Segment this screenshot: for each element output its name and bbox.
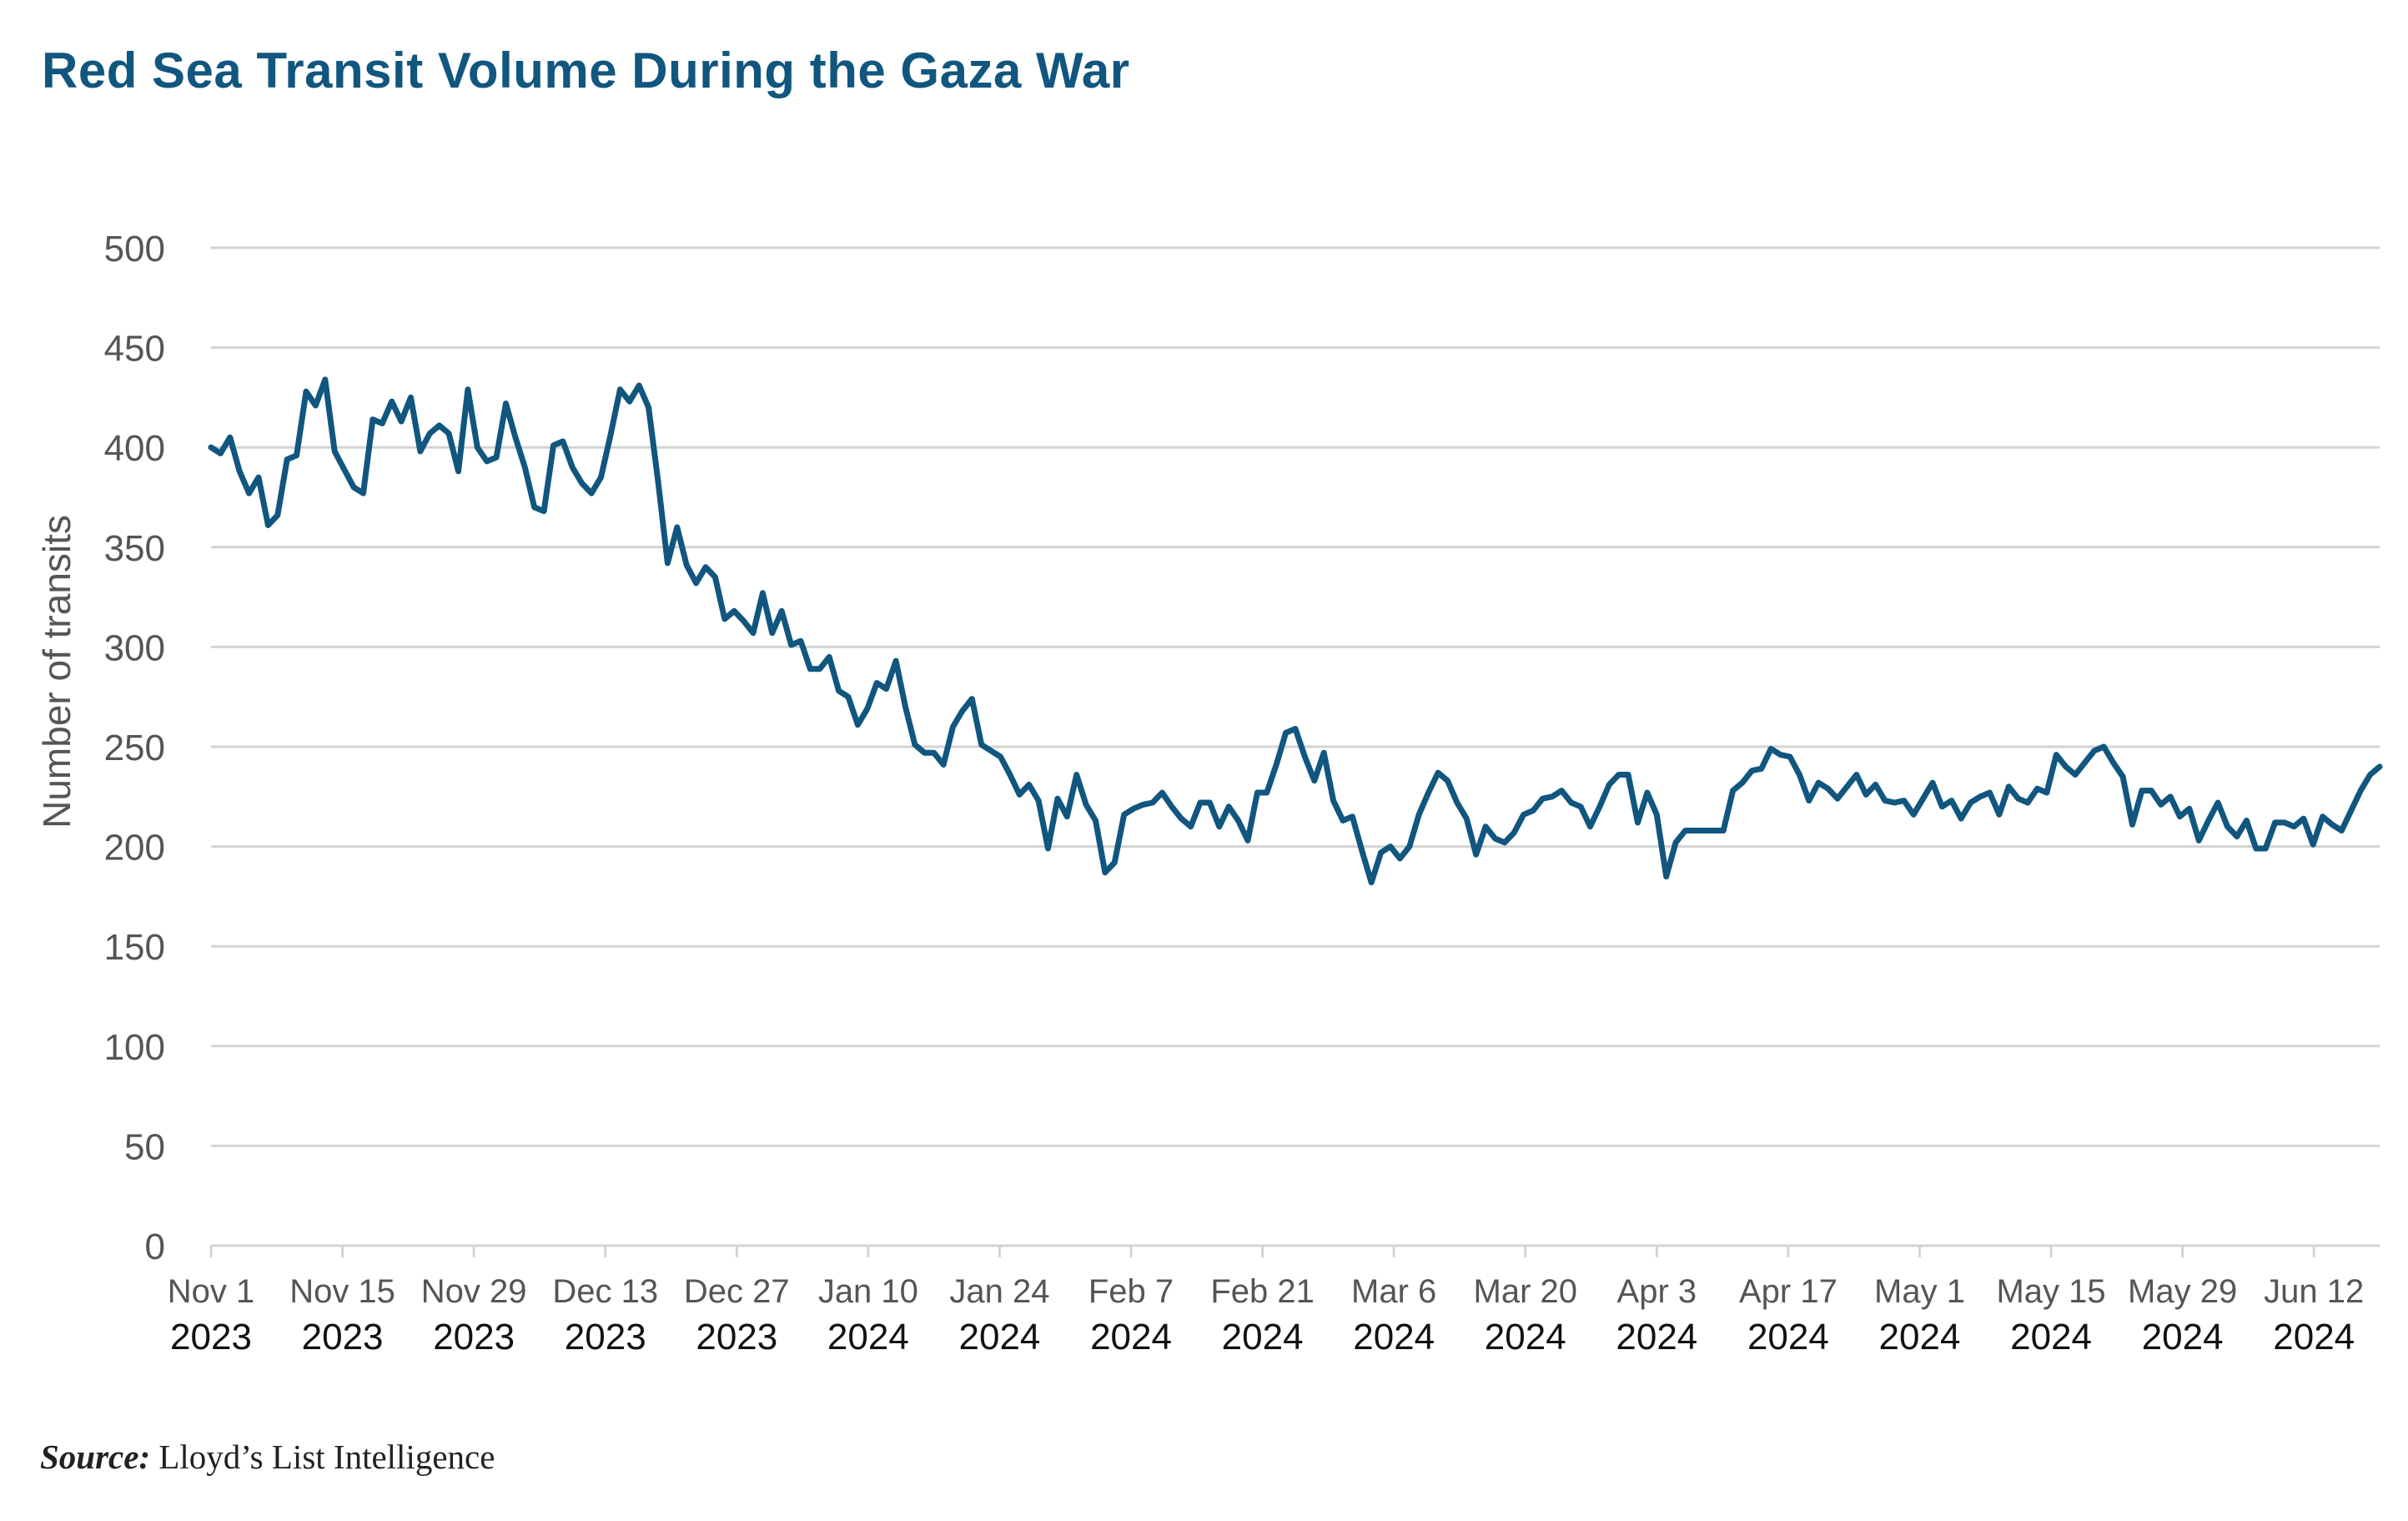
- x-tick-label-date: May 15: [1996, 1273, 2105, 1310]
- x-tick-label-date: Dec 27: [684, 1273, 790, 1310]
- x-tick-label-date: Nov 29: [421, 1273, 527, 1310]
- x-tick-label-year: 2024: [1747, 1317, 1829, 1357]
- x-tick-label-year: 2024: [2273, 1317, 2355, 1357]
- x-tick-label-date: Mar 20: [1474, 1273, 1578, 1310]
- x-tick-label-date: Mar 6: [1351, 1273, 1436, 1310]
- x-tick-label-year: 2023: [433, 1317, 515, 1357]
- y-tick-label: 450: [104, 329, 165, 370]
- x-tick-label-year: 2023: [696, 1317, 777, 1357]
- x-tick-label-year: 2024: [1879, 1317, 1961, 1357]
- y-tick-label: 500: [104, 229, 165, 269]
- x-tick-marks-and-labels: Nov 1 2023 Nov 15 2023 Nov 29 2023 Dec 13 2023 D…: [168, 1246, 2364, 1357]
- x-tick-label-year: 2024: [1485, 1317, 1566, 1357]
- x-tick-label-date: Jan 24: [949, 1273, 1049, 1310]
- x-tick-label-year: 2024: [1090, 1317, 1172, 1357]
- x-tick-label-date: Jan 10: [818, 1273, 918, 1310]
- x-tick-label-year: 2023: [565, 1317, 646, 1357]
- x-tick-label-date: Jun 12: [2264, 1273, 2364, 1310]
- x-tick-label-date: May 29: [2128, 1273, 2237, 1310]
- y-tick-label: 0: [145, 1226, 165, 1267]
- x-tick-label-year: 2024: [827, 1317, 909, 1357]
- y-tick-label: 300: [104, 627, 165, 668]
- x-tick-label-year: 2024: [2142, 1317, 2224, 1357]
- x-tick-label-date: Apr 3: [1617, 1273, 1697, 1310]
- y-tick-label: 150: [104, 927, 165, 968]
- x-tick-label-year: 2024: [2010, 1317, 2092, 1357]
- chart-title: Red Sea Transit Volume During the Gaza W…: [42, 43, 1130, 98]
- x-tick-label-year: 2023: [170, 1317, 252, 1357]
- y-tick-label: 200: [104, 828, 165, 869]
- x-tick-label-date: Nov 15: [289, 1273, 395, 1310]
- y-tick-label: 350: [104, 528, 165, 569]
- x-tick-label-date: Nov 1: [168, 1273, 255, 1310]
- y-tick-label: 50: [124, 1126, 165, 1167]
- source-label: Source:: [40, 1438, 151, 1476]
- y-axis-label: Number of transits: [35, 515, 78, 828]
- x-tick-label-year: 2024: [1222, 1317, 1304, 1357]
- x-tick-label-date: Feb 21: [1210, 1273, 1315, 1310]
- x-tick-label-date: May 1: [1874, 1273, 1965, 1310]
- y-tick-labels: 0 50 100 150 200 250 300 350 400 450 500: [104, 229, 165, 1267]
- x-tick-label-year: 2024: [1353, 1317, 1435, 1357]
- y-tick-label: 400: [104, 428, 165, 469]
- grid-lines: [211, 246, 2380, 1147]
- x-tick-label-date: Apr 17: [1739, 1273, 1837, 1310]
- x-tick-label-date: Dec 13: [552, 1273, 658, 1310]
- source-text: Lloyd’s List Intelligence: [158, 1438, 495, 1476]
- x-tick-label-year: 2024: [1616, 1317, 1697, 1357]
- x-tick-label-year: 2024: [959, 1317, 1041, 1357]
- y-tick-label: 250: [104, 728, 165, 768]
- x-tick-label-year: 2023: [302, 1317, 384, 1357]
- y-tick-label: 100: [104, 1027, 165, 1068]
- x-tick-label-date: Feb 7: [1088, 1273, 1174, 1310]
- series-line: [208, 376, 2383, 886]
- source-note: Source: Lloyd’s List Intelligence: [40, 1437, 495, 1477]
